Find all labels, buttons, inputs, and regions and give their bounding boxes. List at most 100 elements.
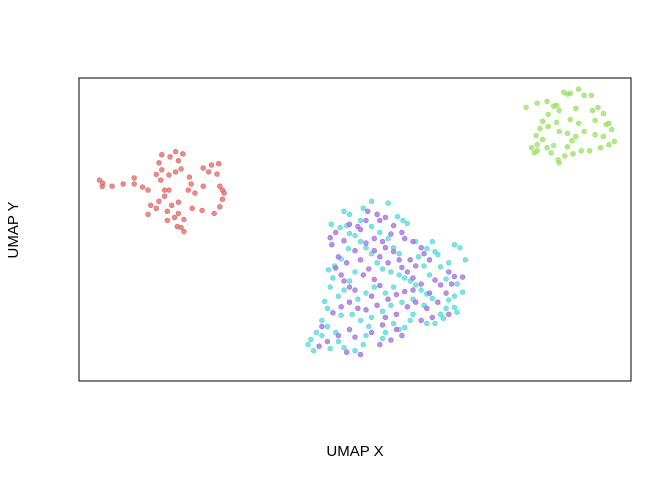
- scatter-point: [611, 138, 618, 145]
- scatter-point: [534, 148, 540, 154]
- scatter-point: [363, 245, 369, 251]
- scatter-point: [388, 302, 394, 308]
- scatter-point: [324, 323, 331, 330]
- scatter-point: [335, 254, 342, 260]
- scatter-point: [211, 210, 217, 217]
- scatter-point: [346, 299, 353, 305]
- scatter-point: [446, 297, 452, 303]
- scatter-point: [606, 120, 612, 127]
- scatter-point: [328, 221, 334, 228]
- scatter-point: [169, 202, 175, 209]
- scatter-point: [448, 281, 455, 287]
- scatter-point: [321, 298, 328, 304]
- scatter-point: [186, 174, 193, 180]
- scatter-point: [396, 272, 402, 278]
- scatter-point: [131, 181, 137, 187]
- scatter-point: [377, 254, 383, 260]
- scatter-point: [374, 302, 380, 308]
- scatter-point: [349, 311, 355, 317]
- scatter-point: [156, 198, 162, 205]
- scatter-point: [357, 238, 364, 245]
- scatter-point: [379, 238, 386, 245]
- scatter-point: [396, 257, 402, 263]
- scatter-point: [363, 332, 369, 339]
- scatter-point: [217, 183, 223, 189]
- scatter-point: [528, 145, 535, 151]
- scatter-point: [164, 208, 171, 215]
- scatter-point: [418, 245, 424, 251]
- scatter-point: [534, 100, 540, 106]
- scatter-point: [368, 223, 375, 230]
- scatter-point: [573, 133, 579, 140]
- scatter-point: [324, 305, 331, 311]
- scatter-point: [371, 276, 377, 283]
- scatter-point: [573, 105, 579, 112]
- scatter-point: [553, 102, 560, 109]
- scatter-point: [159, 167, 165, 173]
- scatter-point: [216, 161, 222, 167]
- scatter-point: [410, 287, 416, 293]
- scatter-point: [564, 144, 571, 150]
- scatter-point: [390, 320, 397, 327]
- scatter-point: [435, 299, 441, 305]
- scatter-point: [385, 235, 391, 242]
- scatter-point: [462, 257, 469, 263]
- scatter-point: [437, 282, 444, 288]
- scatter-point: [337, 224, 343, 231]
- scatter-point: [175, 210, 182, 217]
- scatter-point: [360, 205, 366, 212]
- scatter-point: [567, 90, 573, 96]
- scatter-point: [402, 324, 408, 331]
- scatter-point: [374, 211, 380, 218]
- scatter-point: [385, 200, 391, 206]
- scatter-point: [451, 273, 458, 280]
- scatter-point: [174, 223, 181, 230]
- scatter-point: [393, 311, 400, 317]
- points-layer: [96, 86, 618, 358]
- scatter-point: [415, 254, 422, 260]
- scatter-point: [167, 154, 173, 160]
- scatter-point: [523, 104, 529, 111]
- scatter-point: [325, 267, 332, 273]
- scatter-point: [166, 187, 172, 193]
- scatter-point: [446, 311, 452, 317]
- scatter-point: [556, 107, 562, 114]
- scatter-point: [368, 293, 375, 299]
- scatter-point: [341, 345, 347, 351]
- scatter-point: [600, 110, 607, 117]
- scatter-point: [206, 169, 212, 175]
- scatter-point: [385, 260, 391, 266]
- scatter-point: [432, 320, 438, 327]
- scatter-point: [454, 309, 460, 315]
- scatter-point: [172, 148, 179, 155]
- scatter-point: [346, 278, 353, 284]
- scatter-point: [153, 205, 160, 212]
- scatter-point: [454, 281, 460, 287]
- scatter-point: [379, 308, 386, 314]
- scatter-point: [338, 272, 344, 278]
- scatter-point: [96, 177, 103, 183]
- scatter-point: [451, 304, 458, 311]
- scatter-point: [382, 245, 389, 251]
- scatter-point: [421, 263, 427, 269]
- scatter-point: [399, 264, 405, 271]
- scatter-point: [459, 274, 466, 280]
- scatter-point: [597, 145, 604, 151]
- scatter-point: [221, 190, 227, 196]
- scatter-point: [407, 257, 413, 263]
- scatter-point: [575, 120, 582, 127]
- scatter-point: [166, 172, 172, 178]
- scatter-point: [544, 145, 550, 151]
- scatter-point: [330, 275, 336, 281]
- scatter-point: [158, 177, 164, 183]
- scatter-point: [390, 222, 397, 229]
- scatter-point: [400, 217, 406, 224]
- scatter-point: [569, 138, 575, 144]
- scatter-point: [451, 293, 458, 299]
- scatter-point: [459, 289, 466, 295]
- scatter-point: [346, 221, 353, 228]
- scatter-point: [443, 305, 449, 311]
- scatter-point: [382, 329, 389, 336]
- scatter-point: [208, 162, 215, 168]
- scatter-point: [305, 341, 311, 348]
